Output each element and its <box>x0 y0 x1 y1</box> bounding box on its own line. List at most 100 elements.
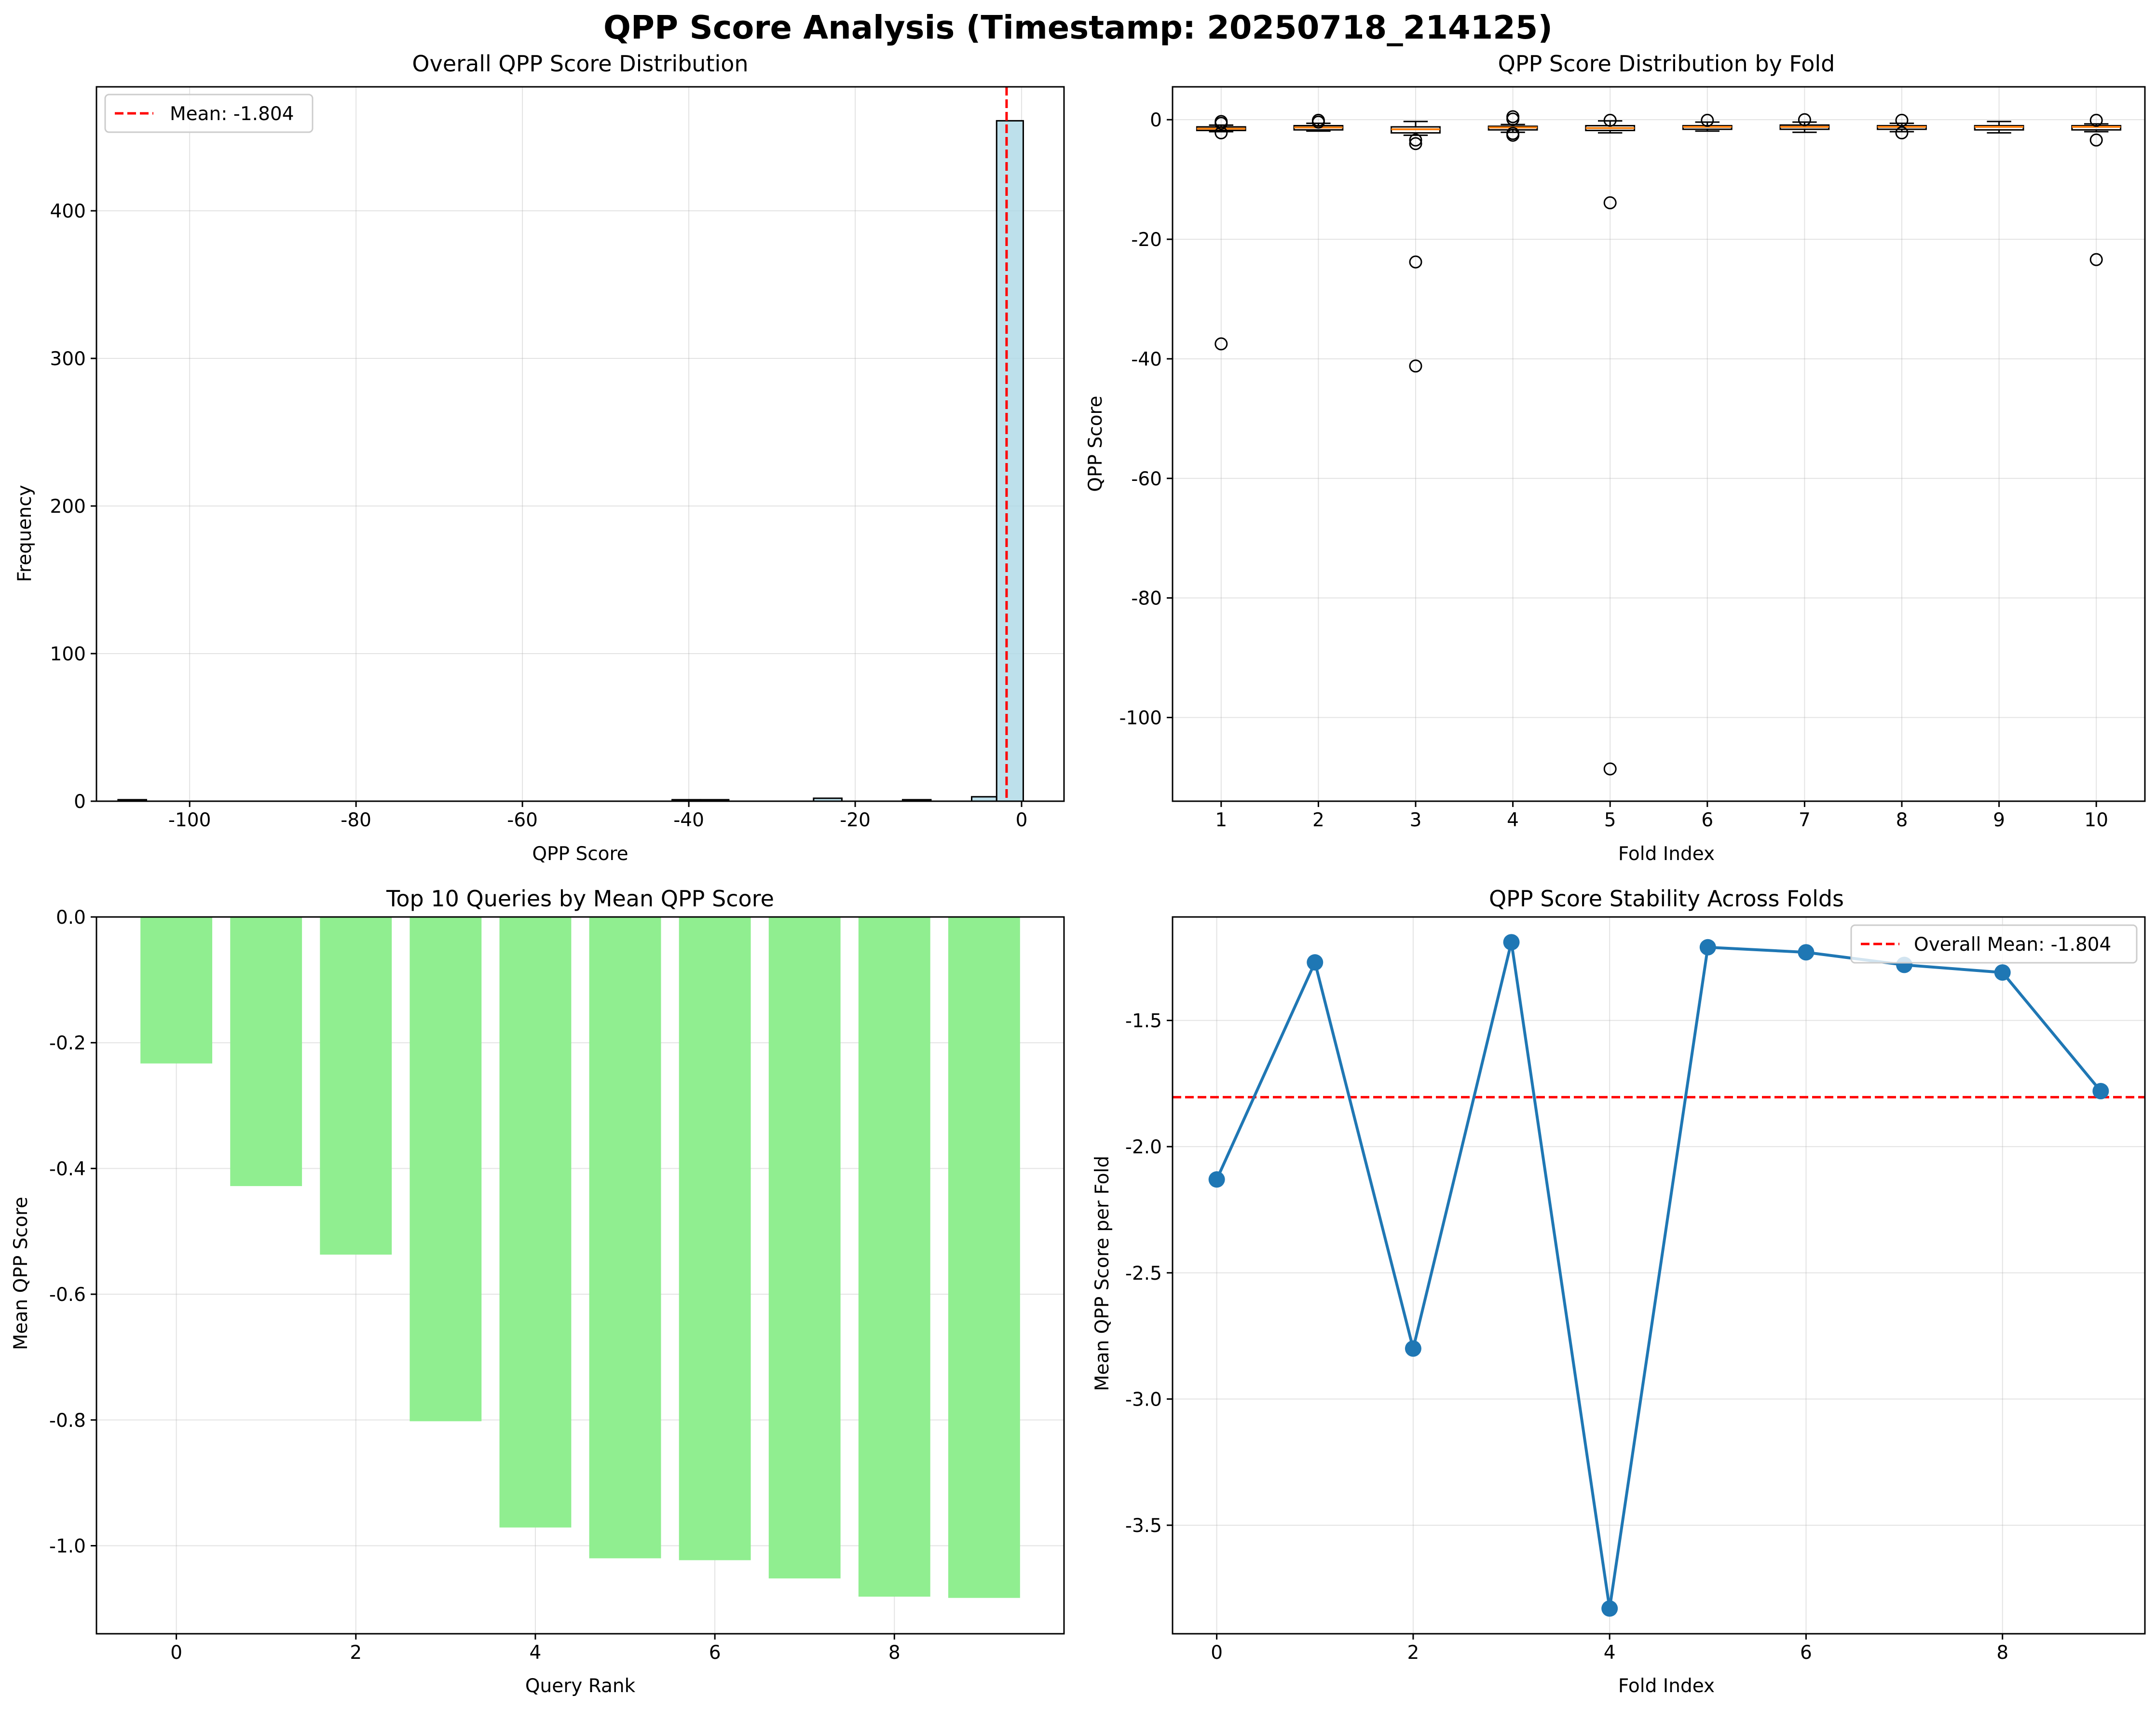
boxplot-x-tick: 10 <box>2084 809 2108 831</box>
top-queries-bar <box>679 917 751 1560</box>
boxplot-y-tick: -80 <box>1131 588 1162 610</box>
stability-ticks: 0 2 4 6 8 -1.5 -2.0 -2.5 -3.0 -3.5 <box>1125 1011 2008 1664</box>
top-queries-frame <box>96 916 1065 1635</box>
histogram-y-tick: 400 <box>50 201 86 222</box>
stability-y-axis-label: Mean QPP Score per Fold <box>1092 1156 1113 1391</box>
top-queries-bar <box>768 917 841 1579</box>
stability-point <box>1307 954 1324 971</box>
histogram-x-axis-label: QPP Score <box>532 843 628 865</box>
stability-y-tick: -2.0 <box>1125 1136 1162 1158</box>
boxplot-outlier <box>1798 113 1811 126</box>
boxplot-outlier <box>2089 133 2103 147</box>
boxplot-outlier <box>1506 128 1520 142</box>
histogram-y-axis-label: Frequency <box>14 485 36 582</box>
stability-point <box>1503 934 1520 951</box>
histogram-x-tick: -100 <box>168 809 211 831</box>
histogram-panel: Overall QPP Score Distribution QPP Score… <box>14 51 1065 865</box>
stability-point <box>1798 944 1815 961</box>
top-queries-y-tick: -0.6 <box>49 1284 86 1306</box>
histogram-legend: Mean: -1.804 <box>104 94 314 133</box>
top-queries-y-tick: -0.8 <box>49 1410 86 1432</box>
boxplot-y-tick: -40 <box>1131 349 1162 370</box>
boxplot-x-tick: 7 <box>1799 809 1811 831</box>
boxplot-outlier <box>1409 255 1422 269</box>
stability-point <box>2092 1083 2109 1100</box>
boxplot-outlier <box>1603 196 1617 209</box>
top-queries-x-tick: 8 <box>888 1642 901 1664</box>
stability-x-tick: 8 <box>1996 1642 2008 1664</box>
stability-grid <box>1173 917 2145 1634</box>
top-queries-y-tick: -0.4 <box>49 1158 86 1180</box>
boxplot-outlier <box>1409 359 1422 373</box>
boxplot-y-tick: -100 <box>1119 707 1162 729</box>
histogram-frame <box>96 86 1065 802</box>
boxplot-outlier <box>2089 253 2103 266</box>
top-queries-bar <box>409 917 482 1422</box>
stability-y-tick: -1.5 <box>1125 1011 1162 1032</box>
stability-point <box>1405 1340 1421 1357</box>
figure-suptitle: QPP Score Analysis (Timestamp: 20250718_… <box>603 9 1553 46</box>
top-queries-x-tick: 4 <box>530 1642 542 1664</box>
boxplot-outlier <box>1701 113 1714 127</box>
histogram-y-tick: 100 <box>50 643 86 665</box>
boxplot-x-tick: 6 <box>1701 809 1713 831</box>
boxplot-outlier <box>1214 126 1228 139</box>
top-queries-y-axis-label: Mean QPP Score <box>10 1197 32 1350</box>
histogram-x-tick: -20 <box>840 809 871 831</box>
top-queries-title: Top 10 Queries by Mean QPP Score <box>386 886 774 912</box>
boxplot-x-tick: 1 <box>1215 809 1227 831</box>
stability-x-axis-label: Fold Index <box>1618 1675 1715 1697</box>
boxplot-boxes <box>1196 110 2122 776</box>
histogram-legend-box <box>104 94 314 133</box>
boxplot-x-tick: 2 <box>1312 809 1324 831</box>
top-queries-ticks: 0 2 4 6 8 0.0 -0.2 -0.4 -0.6 -0.8 -1.0 <box>49 907 901 1664</box>
stability-legend: Overall Mean: -1.804 <box>1850 924 2138 964</box>
top-queries-bar <box>320 917 392 1255</box>
stability-frame <box>1172 916 2146 1635</box>
histogram-x-tick: -40 <box>673 809 704 831</box>
top-queries-x-axis-label: Query Rank <box>525 1675 636 1697</box>
histogram-x-tick: 0 <box>1016 809 1028 831</box>
boxplot-panel: QPP Score Distribution by Fold Fold Inde… <box>1085 51 2146 865</box>
top-queries-bar <box>140 917 213 1064</box>
stability-x-tick: 6 <box>1800 1642 1812 1664</box>
stability-series <box>1173 934 2145 1617</box>
boxplot-outlier <box>1895 126 1909 139</box>
boxplot-x-tick: 9 <box>1993 809 2005 831</box>
stability-legend-label: Overall Mean: -1.804 <box>1914 934 2111 956</box>
boxplot-outlier <box>1214 117 1228 130</box>
boxplot-x-tick: 4 <box>1507 809 1519 831</box>
top-queries-y-tick: -1.0 <box>49 1536 86 1558</box>
histogram-bars <box>117 87 1024 802</box>
boxplot-frame <box>1172 86 2146 802</box>
histogram-legend-label: Mean: -1.804 <box>170 103 294 125</box>
top-queries-bar <box>499 917 572 1528</box>
boxplot-outlier <box>1603 113 1617 127</box>
top-queries-panel: Top 10 Queries by Mean QPP Score Query R… <box>10 886 1065 1697</box>
top-queries-y-tick: 0.0 <box>56 907 86 929</box>
stability-point <box>1699 939 1716 956</box>
top-queries-bar <box>230 917 302 1186</box>
histogram-title: Overall QPP Score Distribution <box>412 51 748 77</box>
stability-y-tick: -3.0 <box>1125 1389 1162 1410</box>
boxplot-y-tick: -60 <box>1131 468 1162 490</box>
boxplot-x-tick: 5 <box>1604 809 1616 831</box>
stability-panel: QPP Score Stability Across Folds Fold In… <box>1092 886 2146 1697</box>
top-queries-x-tick: 2 <box>350 1642 362 1664</box>
boxplot-y-axis-label: QPP Score <box>1085 396 1106 492</box>
stability-title: QPP Score Stability Across Folds <box>1489 886 1844 912</box>
boxplot-ticks: 1 2 3 4 5 6 7 8 9 10 0 -20 -40 -60 -80 -100 <box>1119 109 2108 831</box>
boxplot-title: QPP Score Distribution by Fold <box>1498 51 1835 77</box>
histogram-ticks: -100 -80 -60 -40 -20 0 0 100 200 300 400 <box>50 201 1028 831</box>
top-queries-x-tick: 0 <box>170 1642 182 1664</box>
stability-point <box>1994 964 2011 981</box>
boxplot-outlier <box>1311 115 1325 129</box>
boxplot-outlier <box>2089 113 2103 127</box>
stability-x-tick: 2 <box>1407 1642 1419 1664</box>
stability-x-tick: 0 <box>1211 1642 1223 1664</box>
histogram-x-tick: -80 <box>341 809 371 831</box>
top-queries-bar <box>948 917 1020 1598</box>
boxplot-x-axis-label: Fold Index <box>1618 843 1715 865</box>
stability-point <box>1601 1600 1618 1617</box>
histogram-y-tick: 300 <box>50 348 86 370</box>
